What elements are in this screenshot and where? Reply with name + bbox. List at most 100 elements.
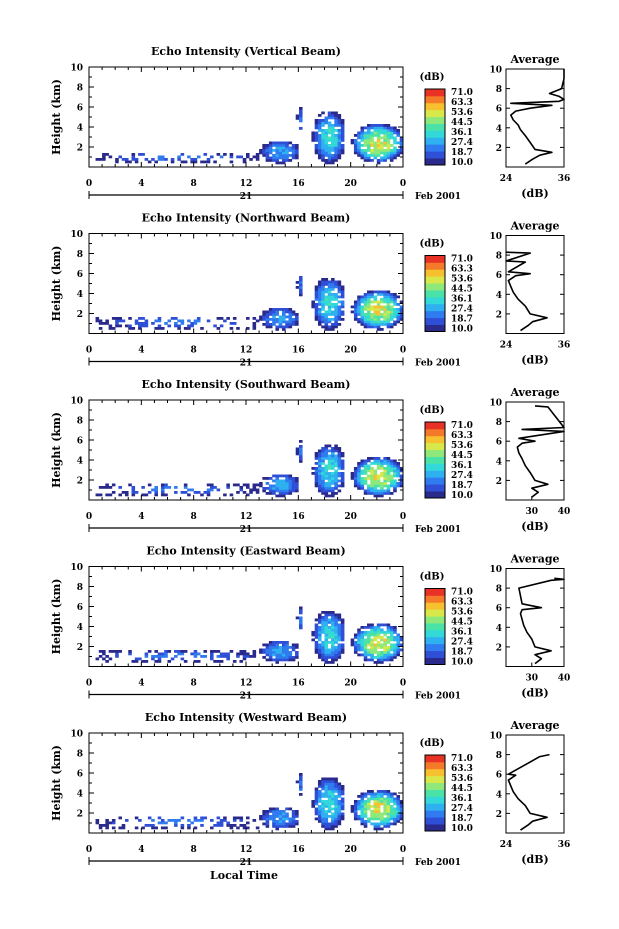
echo-cell — [380, 459, 384, 463]
average-y-tick-label: 6 — [496, 271, 502, 281]
echo-cell — [298, 276, 303, 279]
echo-cell — [357, 636, 361, 639]
echo-cell — [370, 790, 374, 793]
echo-cell — [268, 643, 273, 647]
echo-cell — [360, 812, 365, 816]
echo-cell — [157, 821, 162, 825]
echo-cell — [327, 121, 332, 125]
echo-cell — [334, 459, 338, 463]
echo-cell — [393, 792, 397, 796]
echo-cell — [206, 493, 211, 497]
echo-cell — [334, 444, 338, 448]
echo-cell — [367, 492, 371, 495]
echo-cell — [321, 303, 325, 306]
echo-cell — [373, 802, 378, 806]
y-tick-label: 6 — [77, 437, 83, 447]
echo-cell — [278, 474, 283, 478]
echo-cell — [337, 119, 342, 122]
echo-cell — [317, 628, 322, 632]
colorbar-swatch — [425, 435, 445, 444]
echo-cell — [317, 800, 322, 803]
echo-cell — [317, 452, 322, 455]
echo-cell — [321, 802, 325, 806]
echo-cell — [321, 159, 325, 162]
echo-cell — [174, 324, 178, 328]
echo-cell — [363, 643, 368, 647]
colorbar-swatch — [425, 269, 445, 277]
echo-cell — [275, 820, 280, 823]
echo-cell — [259, 151, 263, 155]
echo-cell — [399, 139, 404, 142]
echo-cell — [376, 636, 381, 639]
echo-cell — [389, 477, 394, 480]
echo-cell — [370, 300, 374, 304]
echo-cell — [386, 825, 391, 828]
echo-cell — [232, 819, 237, 822]
echo-cell — [337, 822, 342, 826]
echo-cell — [334, 139, 338, 142]
echo-cell — [360, 479, 365, 483]
echo-cell — [131, 660, 136, 663]
echo-cell — [396, 315, 401, 319]
echo-cell — [321, 285, 325, 289]
colorbar-frame — [424, 421, 446, 499]
echo-cell — [285, 812, 289, 816]
echo-cell — [268, 159, 273, 162]
echo-cell — [386, 295, 391, 299]
echo-cell — [357, 795, 361, 798]
echo-cell — [380, 653, 384, 657]
echo-cell — [134, 491, 139, 494]
echo-cell — [295, 812, 299, 816]
echo-cell — [380, 792, 384, 796]
echo-cell — [249, 491, 253, 494]
echo-cell — [272, 149, 276, 152]
echo-cell — [327, 111, 332, 115]
echo-cell — [386, 146, 391, 150]
echo-cell — [275, 807, 280, 811]
echo-cell — [206, 491, 211, 494]
echo-cell — [118, 155, 123, 159]
echo-cell — [389, 474, 394, 478]
echo-cell — [262, 822, 266, 826]
echo-cell — [200, 160, 204, 164]
echo-cell — [340, 149, 345, 152]
echo-cell — [219, 819, 224, 822]
echo-cell — [268, 146, 273, 150]
echo-cell — [327, 653, 332, 657]
echo-cell — [396, 641, 401, 644]
echo-cell — [370, 626, 374, 629]
echo-cell — [373, 633, 378, 637]
echo-cell — [331, 154, 335, 157]
echo-cell — [376, 812, 381, 816]
echo-cell — [334, 449, 338, 453]
echo-cell — [373, 815, 378, 818]
echo-cell — [265, 320, 270, 324]
echo-cell — [334, 797, 338, 801]
echo-cell — [138, 657, 142, 661]
echo-cell — [334, 116, 338, 120]
echo-cell — [285, 487, 289, 490]
echo-cell — [363, 295, 368, 299]
echo-cell — [383, 825, 387, 828]
echo-cells — [95, 773, 404, 831]
echo-cell — [281, 648, 286, 652]
echo-cell — [314, 457, 319, 460]
echo-cell — [252, 317, 257, 320]
echo-cell — [314, 144, 319, 147]
echo-cell — [331, 144, 335, 147]
echo-cell — [288, 154, 293, 157]
echo-cell — [252, 324, 257, 328]
echo-cell — [367, 653, 371, 657]
echo-cell — [396, 474, 401, 478]
echo-cell — [183, 660, 188, 663]
echo-cell — [246, 327, 250, 330]
echo-cell — [275, 827, 280, 831]
echo-cell — [111, 650, 116, 653]
echo-cell — [252, 322, 257, 325]
echo-cell — [317, 626, 322, 629]
echo-cell — [216, 317, 221, 320]
echo-cell — [147, 824, 152, 827]
echo-cell — [380, 822, 384, 826]
echo-cell — [331, 618, 335, 622]
echo-cell — [337, 280, 342, 284]
